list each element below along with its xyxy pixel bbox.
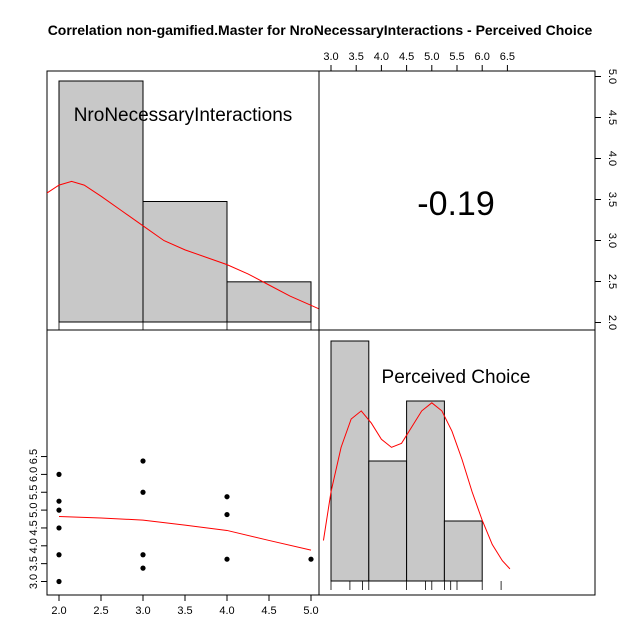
tick-label-top: 5.0 (424, 51, 439, 63)
tick-label-bottom: 2.0 (51, 605, 66, 617)
variable-label-y: Perceived Choice (382, 367, 531, 388)
histogram-bar (226, 281, 312, 323)
scatter-point (140, 458, 146, 464)
tick-label-top: 3.5 (349, 51, 364, 63)
histogram-bar (443, 520, 483, 582)
tick-label-right: 4.0 (606, 151, 618, 166)
scatter-point (140, 565, 146, 571)
density-curve (47, 180, 319, 310)
tick-label-top: 3.0 (323, 51, 338, 63)
tick-label-top: 4.5 (399, 51, 414, 63)
tick-label-top: 6.5 (500, 51, 515, 63)
tick-label-bottom: 4.5 (261, 605, 276, 617)
correlation-value: -0.19 (417, 185, 495, 223)
axes-group: 2.0 2.5 3.0 3.5 4.0 4.5 5.0 3.0 3.5 4.0 4.5 5.0 5.5 6… (28, 51, 618, 617)
scatter-point (56, 507, 62, 513)
variable-label-x: NroNecessaryInteractions (74, 105, 293, 126)
histogram-bar (330, 340, 370, 582)
smooth-line (58, 516, 312, 551)
histogram-bar (58, 80, 144, 323)
tick-label-left: 5.0 (28, 502, 40, 517)
scatter-point (56, 471, 62, 477)
tick-label-bottom: 4.0 (219, 605, 234, 617)
tick-label-bottom: 3.0 (135, 605, 150, 617)
tick-label-right: 5.0 (606, 69, 618, 84)
tick-label-top: 5.5 (449, 51, 464, 63)
tick-label-top: 4.0 (374, 51, 389, 63)
tick-label-right: 4.5 (606, 110, 618, 125)
histogram-bar (368, 460, 408, 582)
scatter-point (140, 552, 146, 558)
tick-label-left: 4.5 (28, 520, 40, 535)
panel-frame (46, 329, 320, 596)
tick-label-left: 4.0 (28, 538, 40, 553)
tick-label-bottom: 5.0 (303, 605, 318, 617)
tick-label-right: 2.5 (606, 274, 618, 289)
histogram-bar (142, 201, 228, 323)
tick-label-bottom: 2.5 (93, 605, 108, 617)
scatter-point (224, 494, 230, 500)
scatter-point (56, 578, 62, 585)
panel-frame (318, 329, 596, 596)
tick-label-top: 6.0 (475, 51, 490, 63)
chart-title: Correlation non-gamified.Master for NroN… (48, 22, 593, 38)
scatter-point (224, 511, 230, 518)
tick-label-right: 3.0 (606, 233, 618, 248)
tick-label-right: 3.5 (606, 192, 618, 207)
histogram-panel-x (46, 70, 320, 331)
scatter-point (140, 489, 146, 495)
tick-label-left: 3.0 (28, 574, 40, 589)
tick-label-left: 3.5 (28, 556, 40, 571)
scatter-point (56, 525, 62, 531)
tick-label-bottom: 3.5 (177, 605, 192, 617)
tick-label-left: 6.0 (28, 467, 40, 482)
density-curve (322, 402, 511, 570)
scatter-point (224, 556, 230, 562)
scatter-point (56, 552, 62, 558)
scatter-point (308, 556, 314, 562)
tick-label-left: 5.5 (28, 485, 40, 500)
tick-label-right: 2.0 (606, 315, 618, 330)
scatter-panel (46, 329, 320, 596)
histogram-panel-y (318, 329, 596, 596)
histogram-bar (406, 400, 445, 582)
tick-label-left: 6.5 (28, 449, 40, 464)
scatter-point (56, 498, 62, 504)
